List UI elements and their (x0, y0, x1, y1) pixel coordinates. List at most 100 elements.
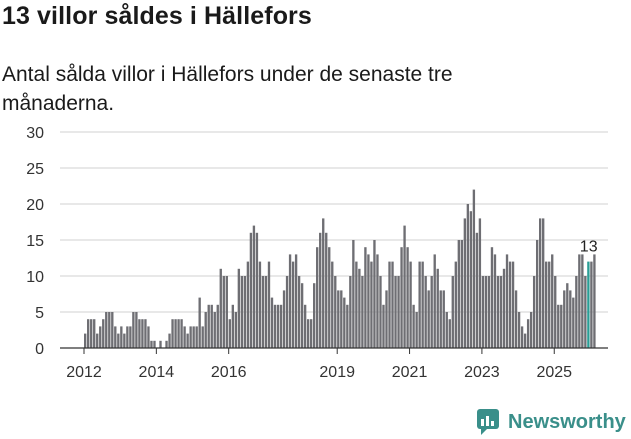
bar (499, 276, 503, 348)
bar (309, 319, 313, 348)
bar (276, 304, 280, 348)
bar (150, 340, 153, 348)
bar (403, 225, 406, 348)
bar (560, 304, 563, 348)
bar (120, 326, 123, 348)
bar (472, 189, 476, 348)
bar (352, 240, 355, 348)
bar (171, 319, 174, 348)
bar (427, 290, 430, 348)
bar (478, 218, 482, 348)
newsworthy-logo[interactable]: Newsworthy (476, 408, 626, 436)
bar (288, 254, 292, 348)
bar (93, 319, 96, 348)
bar (240, 276, 244, 348)
bars (84, 189, 596, 348)
x-tick-label: 2016 (211, 364, 247, 381)
bar (192, 326, 195, 348)
bar (526, 319, 530, 348)
bar (99, 326, 102, 348)
bar (300, 283, 304, 348)
bar (147, 326, 150, 348)
bar (539, 218, 542, 348)
bar (117, 333, 120, 348)
bar (294, 254, 298, 348)
bar (111, 312, 114, 348)
bar (207, 304, 210, 348)
bar (545, 261, 548, 348)
bar (517, 312, 521, 348)
bar (367, 254, 370, 348)
bar (237, 268, 241, 348)
bar (243, 276, 247, 348)
bar (424, 276, 427, 348)
bar (451, 276, 454, 348)
bar (267, 261, 271, 348)
y-tick-label: 15 (26, 233, 44, 250)
bar (542, 218, 545, 348)
bar (144, 319, 147, 348)
bar (96, 333, 99, 348)
bar (141, 319, 144, 348)
bar (222, 276, 225, 348)
bar (442, 290, 445, 348)
y-tick-label: 5 (35, 305, 44, 322)
bar (285, 276, 289, 348)
x-tick-label: 2019 (319, 364, 355, 381)
x-tick-label: 2023 (464, 364, 500, 381)
bar (216, 304, 219, 348)
newsworthy-icon (477, 409, 499, 435)
bar (138, 319, 141, 348)
bar (204, 312, 207, 348)
bar (123, 333, 126, 348)
bar (180, 319, 183, 348)
bar (213, 312, 216, 348)
x-tick-label: 2012 (66, 364, 102, 381)
bar (394, 276, 397, 348)
bar (252, 225, 256, 348)
x-tick-label: 2021 (392, 364, 428, 381)
bar (246, 261, 250, 348)
bar (593, 254, 596, 348)
y-tick-label: 10 (26, 269, 44, 286)
bar (551, 254, 554, 348)
bar (210, 304, 213, 348)
bar (303, 304, 307, 348)
bar (195, 326, 198, 348)
bar (228, 319, 231, 348)
bar (523, 333, 527, 348)
y-tick-label: 0 (35, 341, 44, 358)
bar (418, 261, 421, 348)
bar (511, 261, 515, 348)
bar-latest (587, 261, 590, 348)
x-tick-label: 2014 (139, 364, 175, 381)
bar (454, 261, 457, 348)
bar (575, 276, 578, 348)
bar (337, 290, 340, 348)
bar (334, 276, 337, 348)
bar (159, 340, 162, 348)
bar (448, 319, 451, 348)
bar (566, 283, 569, 348)
bar (198, 297, 201, 348)
bar (297, 276, 301, 348)
bar (563, 290, 566, 348)
bar (201, 326, 204, 348)
bar (388, 261, 391, 348)
bar (219, 268, 222, 348)
bar (114, 326, 117, 348)
bar (340, 290, 343, 348)
bar (445, 312, 448, 348)
bar (358, 268, 361, 348)
bar (535, 240, 539, 348)
bar (328, 247, 331, 348)
bar (84, 333, 87, 348)
bar (291, 261, 295, 348)
bar (412, 304, 415, 348)
x-tick-label: 2025 (536, 364, 572, 381)
latest-value-label: 13 (580, 239, 598, 256)
bar (391, 261, 394, 348)
bar (270, 297, 274, 348)
bar (493, 254, 497, 348)
bar (469, 211, 473, 348)
